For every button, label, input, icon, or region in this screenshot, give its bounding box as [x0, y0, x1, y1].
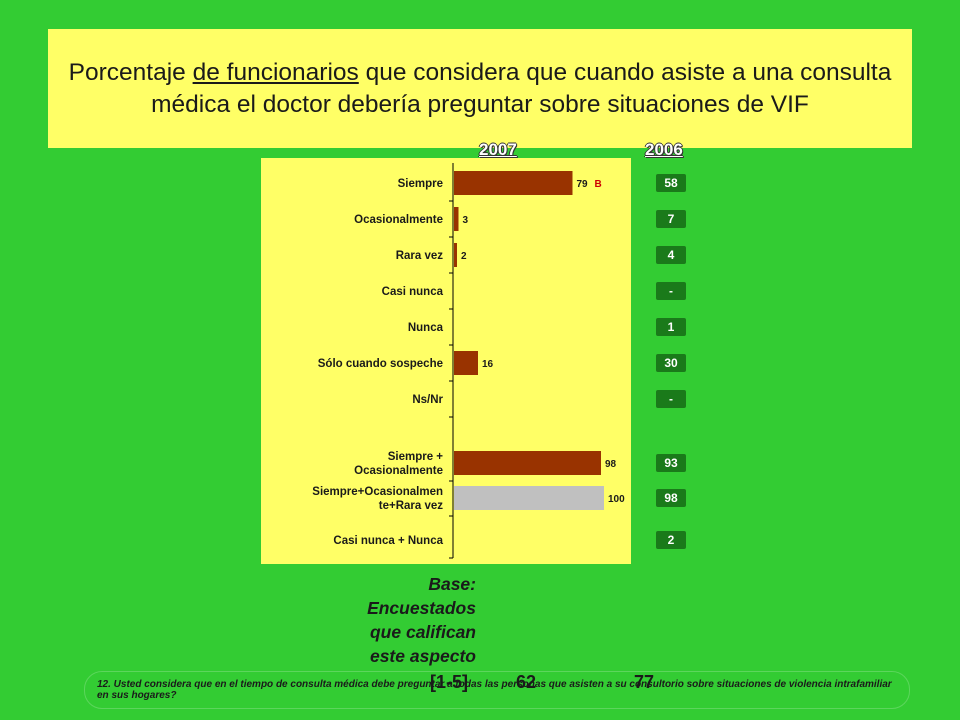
title-box: Porcentaje de funcionarios que considera…: [48, 29, 912, 148]
comparison-2006-badge: 58: [656, 174, 686, 192]
category-label: te+Rara vez: [379, 500, 443, 512]
comparison-2006-badge: -: [656, 390, 686, 408]
base-label: Base: Encuestados que califican este asp…: [290, 572, 476, 668]
base-range: [1-5]: [430, 672, 469, 692]
category-label: Nunca: [408, 322, 444, 334]
category-label: Siempre+Ocasionalmen: [312, 486, 443, 498]
year-2006-label: 2006: [645, 140, 683, 159]
title-before: Porcentaje: [68, 58, 193, 86]
bar: [454, 486, 604, 510]
chart-title: Porcentaje de funcionarios que considera…: [48, 57, 912, 121]
year-2007-label: 2007: [479, 140, 517, 159]
category-label: Casi nunca: [382, 286, 444, 298]
base-line: este aspecto: [369, 646, 476, 666]
base-line: Base:: [428, 574, 476, 594]
title-underlined: de funcionarios: [192, 58, 359, 86]
comparison-2006-badge: 4: [656, 246, 686, 264]
data-label: 16: [482, 359, 494, 370]
comparison-2006-badge: 93: [656, 454, 686, 472]
category-label: Siempre: [398, 178, 443, 190]
category-label: Ns/Nr: [412, 394, 443, 406]
bar: [454, 171, 573, 195]
category-label: Rara vez: [396, 250, 444, 262]
category-label: Siempre +: [388, 451, 444, 463]
data-label: 79: [577, 179, 589, 190]
bar: [454, 451, 601, 475]
footnote: 12. Usted considera que en el tiempo de …: [84, 671, 910, 709]
bar-chart: Siempre 79 B Ocasionalmente 3 Rara vez 2 Casi n…: [312, 163, 625, 559]
comparison-2006-badge: 2: [656, 531, 686, 549]
category-label: Ocasionalmente: [354, 214, 443, 226]
category-label: Ocasionalmente: [354, 465, 443, 477]
bar: [454, 351, 478, 375]
base-line: Encuestados: [367, 598, 476, 618]
base-line: que califican: [369, 622, 476, 642]
comparison-2006-badge: 7: [656, 210, 686, 228]
category-label: Sólo cuando sospeche: [318, 358, 443, 370]
bar: [454, 207, 459, 231]
title-after: que considera que cuando asiste a una co…: [151, 58, 892, 118]
base-n-2007: 62: [516, 672, 537, 692]
base-n-2006: 77: [634, 672, 655, 692]
data-label: 98: [605, 459, 617, 470]
comparison-2006-badge: 98: [656, 489, 686, 507]
chart-panel: Siempre 79 B Ocasionalmente 3 Rara vez 2 Casi n…: [261, 158, 631, 564]
comparison-2006-badge: 1: [656, 318, 686, 336]
data-label: 3: [463, 215, 469, 226]
comparison-2006-badge: 30: [656, 354, 686, 372]
data-label: 100: [608, 494, 625, 505]
category-label: Casi nunca + Nunca: [333, 535, 443, 547]
significance-marker: B: [595, 179, 602, 190]
data-label: 2: [461, 251, 467, 262]
bar: [454, 243, 457, 267]
comparison-2006-badge: -: [656, 282, 686, 300]
